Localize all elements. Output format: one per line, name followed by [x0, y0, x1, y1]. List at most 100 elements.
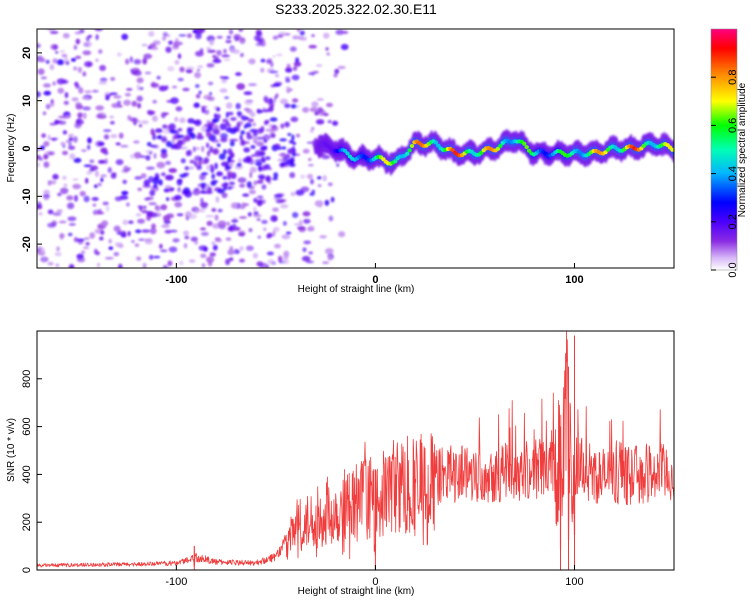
noise-blob	[257, 165, 263, 172]
noise-blob	[206, 47, 211, 50]
noise-blob	[216, 35, 223, 39]
colorbar-tick-label: 0.6	[727, 118, 739, 133]
noise-blob	[207, 96, 215, 102]
noise-blob	[152, 99, 157, 104]
noise-blob	[100, 230, 105, 235]
noise-blob	[174, 59, 180, 65]
noise-blob	[238, 29, 244, 32]
ridge-peak	[670, 147, 674, 152]
noise-blob	[301, 36, 307, 41]
noise-blob	[239, 246, 244, 251]
noise-blob	[197, 65, 204, 69]
noise-blob	[289, 163, 296, 167]
noise-blob	[256, 108, 261, 114]
noise-blob	[162, 264, 168, 268]
noise-blob	[87, 62, 92, 67]
noise-blob	[227, 157, 231, 164]
noise-blob	[172, 238, 180, 243]
noise-blob	[295, 133, 301, 138]
noise-blob	[224, 96, 229, 99]
noise-blob	[299, 30, 305, 36]
noise-blob	[260, 58, 266, 63]
noise-blob	[244, 99, 253, 106]
noise-blob	[95, 140, 104, 147]
noise-blob	[133, 70, 142, 76]
noise-blob	[43, 83, 51, 88]
noise-blob	[156, 161, 166, 169]
noise-blob	[43, 189, 50, 196]
noise-blob	[241, 115, 248, 121]
noise-blob	[242, 193, 250, 197]
noise-blob	[267, 106, 274, 113]
noise-blob	[288, 139, 294, 144]
noise-blob	[222, 175, 228, 180]
noise-blob	[290, 191, 296, 197]
noise-blob	[105, 205, 110, 212]
noise-blob	[140, 173, 147, 179]
noise-blob	[311, 126, 315, 131]
noise-blob	[229, 225, 234, 232]
noise-blob	[137, 187, 142, 191]
noise-blob	[176, 179, 183, 186]
noise-blob	[177, 128, 183, 132]
noise-blob	[163, 215, 171, 222]
noise-blob	[179, 66, 185, 73]
snr-ylabel: SNR (10 * v/v)	[6, 418, 17, 482]
noise-blob	[162, 32, 168, 37]
noise-blob	[138, 238, 146, 241]
noise-blob	[330, 196, 335, 203]
noise-blob	[160, 148, 167, 154]
noise-blob	[115, 142, 121, 146]
noise-blob	[83, 41, 92, 48]
noise-blob	[88, 168, 95, 172]
noise-blob	[170, 97, 179, 104]
noise-blob	[287, 133, 292, 136]
noise-blob	[73, 236, 78, 243]
noise-blob	[136, 256, 142, 261]
noise-blob	[143, 53, 153, 60]
noise-blob	[65, 61, 70, 65]
noise-blob	[277, 158, 286, 162]
noise-blob	[56, 59, 65, 66]
noise-blob	[193, 103, 197, 108]
noise-blob	[201, 184, 206, 190]
noise-blob	[153, 255, 161, 259]
noise-blob	[145, 155, 151, 161]
noise-blob	[152, 184, 158, 189]
noise-blob	[114, 196, 123, 202]
noise-blob	[41, 248, 45, 253]
ridge-peak	[524, 145, 529, 150]
noise-blob	[223, 48, 227, 54]
noise-blob	[43, 90, 52, 96]
noise-blob	[279, 138, 287, 142]
noise-blob	[58, 120, 67, 125]
noise-blob	[136, 83, 140, 91]
noise-blob	[215, 196, 220, 203]
noise-blob	[97, 262, 100, 268]
noise-blob	[142, 57, 148, 65]
noise-blob	[290, 156, 295, 163]
noise-blob	[95, 34, 99, 40]
noise-blob	[267, 259, 275, 265]
noise-blob	[52, 173, 59, 180]
noise-blob	[144, 197, 150, 201]
noise-blob	[141, 229, 151, 233]
noise-blob	[277, 146, 282, 150]
noise-blob	[160, 249, 168, 253]
noise-blob	[43, 141, 50, 147]
noise-blob	[255, 161, 263, 166]
noise-blob	[49, 122, 57, 126]
noise-blob	[278, 152, 286, 157]
noise-blob	[209, 39, 215, 46]
noise-blob	[120, 145, 129, 148]
noise-blob	[306, 173, 314, 180]
noise-blob	[235, 72, 242, 76]
noise-blob	[219, 88, 228, 93]
noise-blob	[179, 173, 187, 178]
noise-blob	[311, 34, 315, 37]
noise-blob	[270, 215, 278, 222]
noise-blob	[209, 252, 216, 257]
noise-blob	[291, 74, 300, 81]
noise-blob	[152, 115, 158, 122]
noise-blob	[194, 119, 202, 127]
